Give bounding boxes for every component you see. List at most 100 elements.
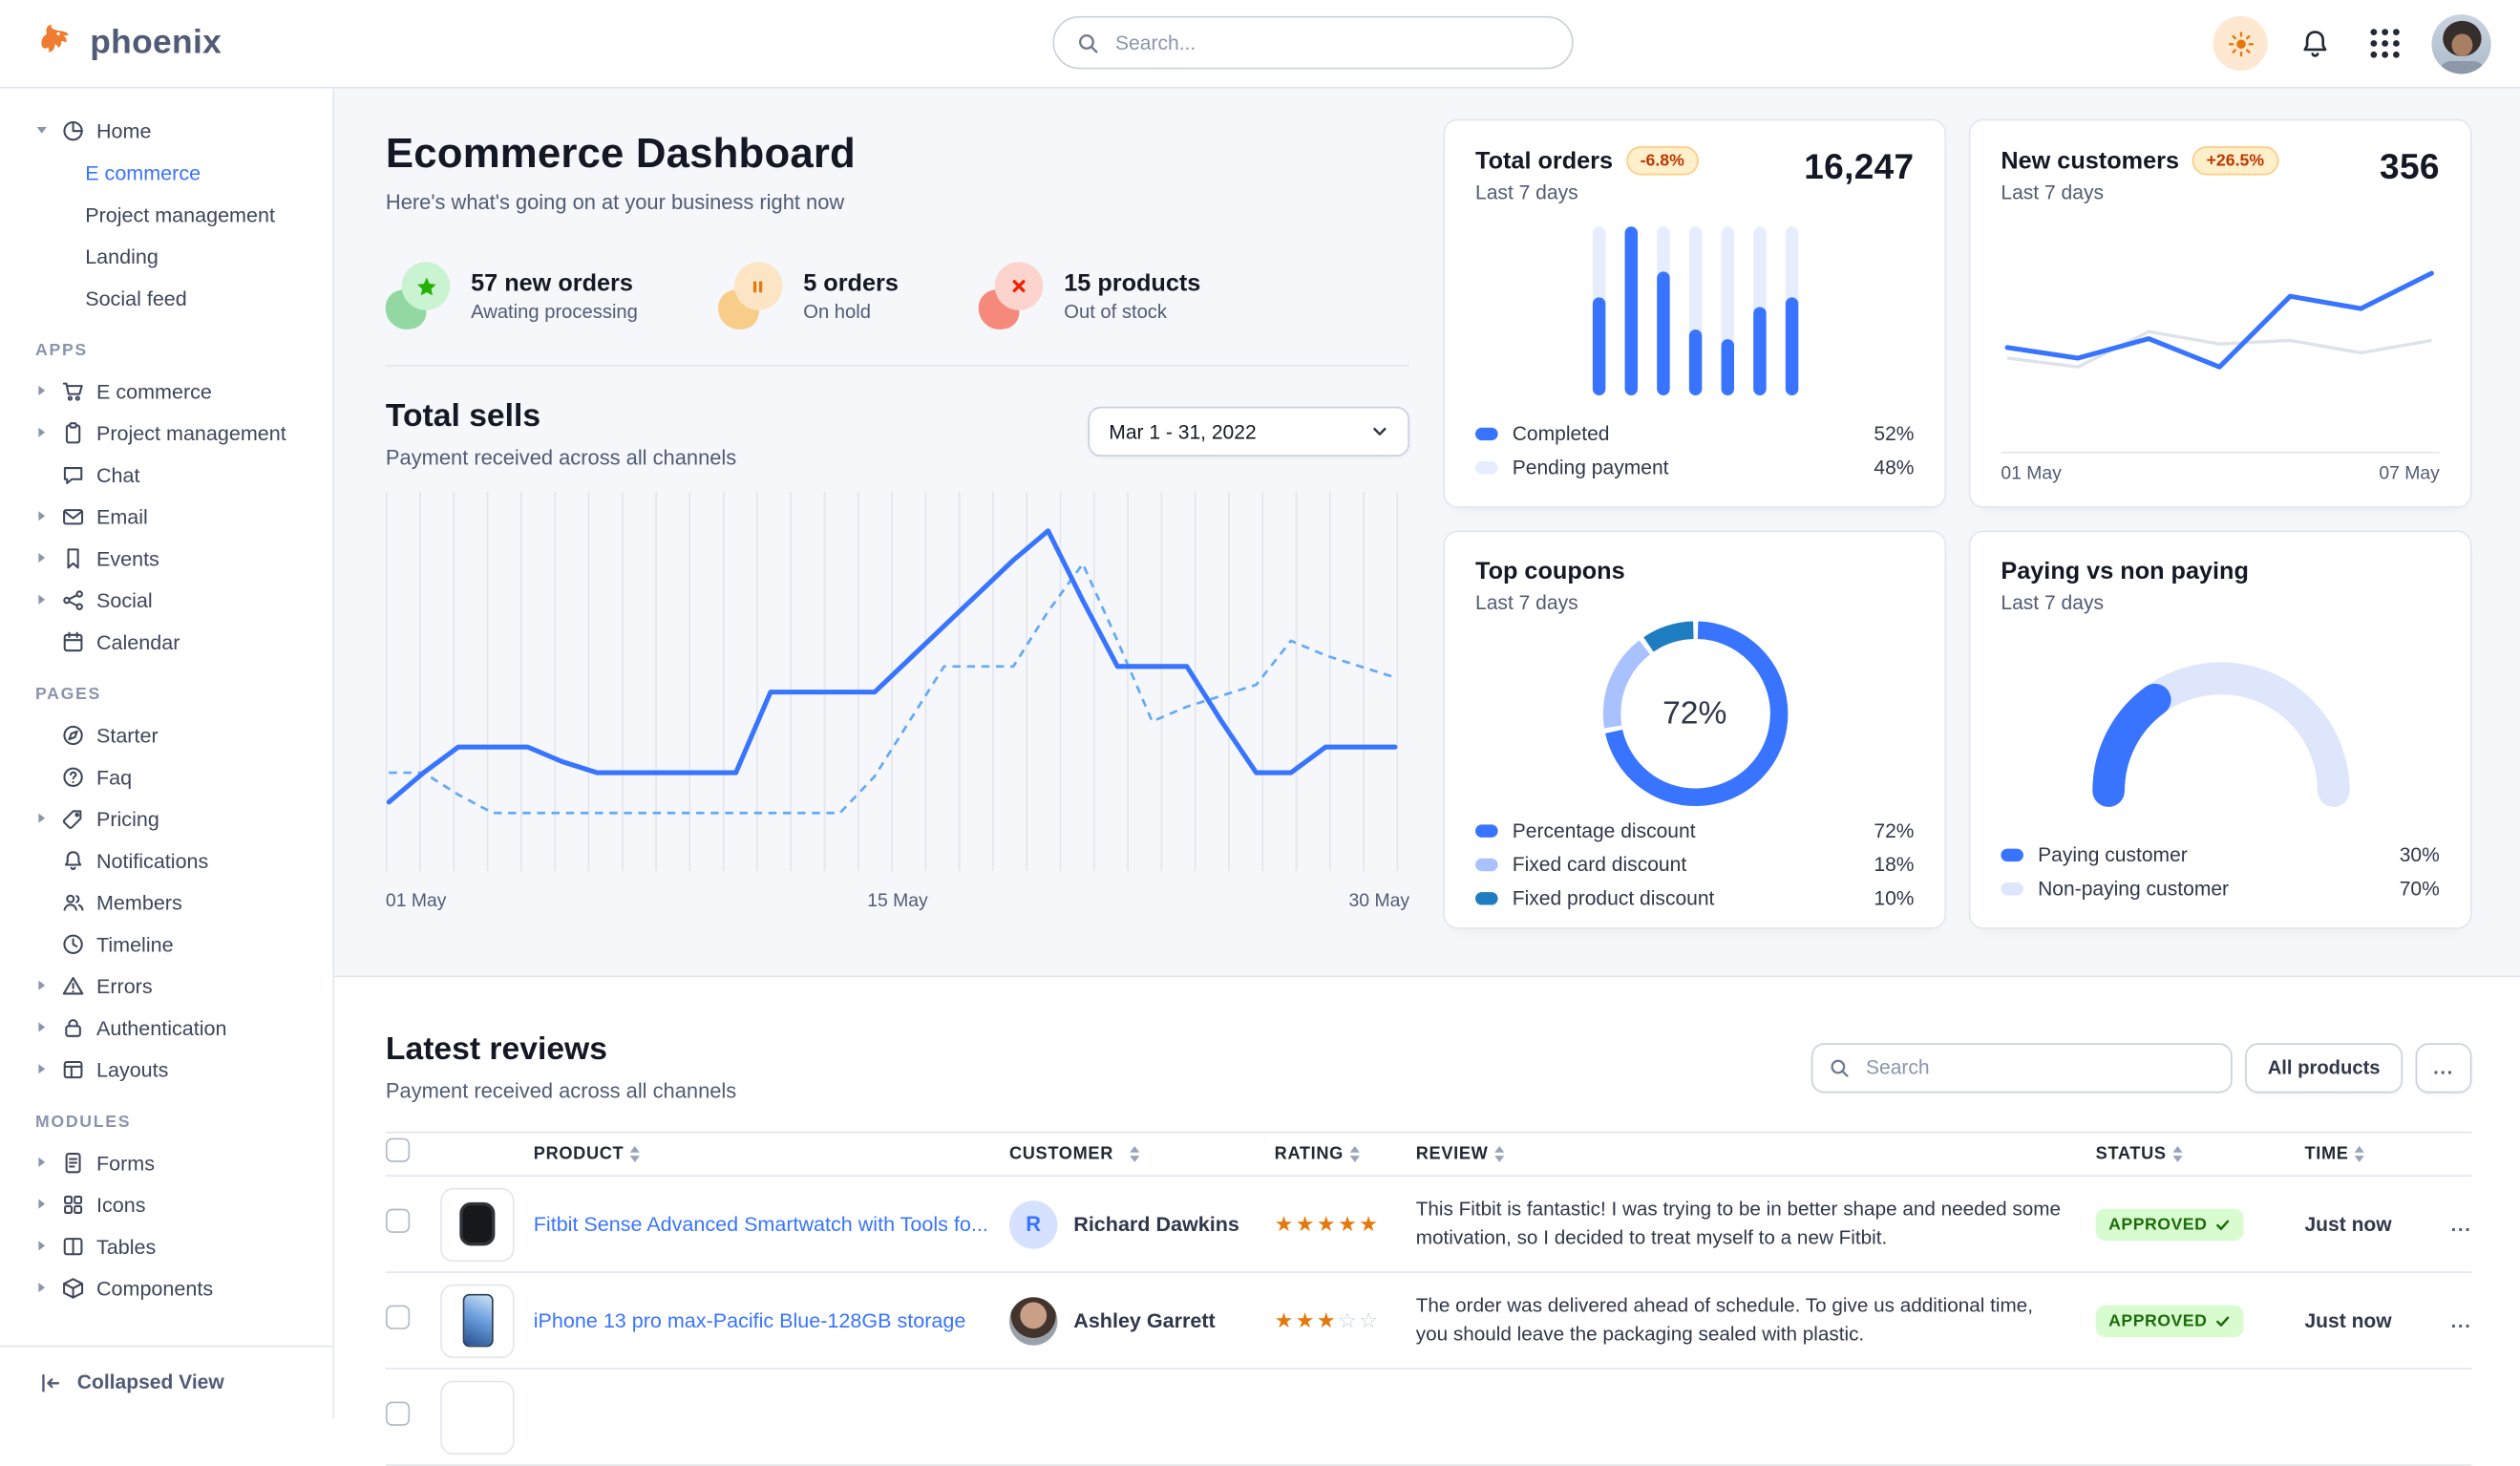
sidebar-item-components[interactable]: Components [35, 1266, 317, 1308]
theme-toggle-button[interactable] [2213, 15, 2268, 72]
tag-icon [59, 805, 85, 831]
collapse-icon [38, 1370, 62, 1394]
sidebar-item-chat[interactable]: Chat [35, 454, 317, 496]
sidebar-item-label: Members [95, 889, 182, 914]
product-link[interactable]: Fitbit Sense Advanced Smartwatch with To… [533, 1212, 988, 1237]
product-thumbnail[interactable] [440, 1186, 515, 1262]
legend-item-percentage-discount: Percentage discount 72% [1475, 814, 1915, 847]
legend-value: 30% [2399, 842, 2440, 866]
sidebar-item-social[interactable]: Social [35, 579, 317, 621]
brand[interactable]: phoenix [0, 18, 421, 68]
caret-right-icon [35, 1022, 48, 1032]
sidebar-item-faq[interactable]: Faq [35, 755, 317, 797]
total-sells-title: Total sells [385, 398, 541, 435]
sidebar-item-email[interactable]: Email [35, 495, 317, 537]
row-checkbox[interactable] [385, 1304, 411, 1329]
sidebar-item-label: Timeline [95, 931, 174, 956]
page-title: Ecommerce Dashboard [385, 128, 856, 178]
card-period: Last 7 days [1475, 181, 1578, 204]
sidebar-item-project-management[interactable]: Project management [85, 202, 275, 226]
card-period: Last 7 days [2001, 181, 2104, 204]
column-header-product[interactable]: PRODUCT [534, 1144, 1009, 1164]
x-tick: 01 May [385, 892, 447, 912]
sidebar-item-authentication[interactable]: Authentication [35, 1007, 317, 1049]
row-more-button[interactable]: ... [2450, 1212, 2472, 1236]
review-table-row: iPhone 13 pro max-Pacific Blue-128GB sto… [385, 1273, 2472, 1370]
user-avatar[interactable] [2431, 13, 2491, 74]
column-header-rating[interactable]: RATING [1275, 1144, 1416, 1164]
reviews-search-input[interactable] [1862, 1054, 2215, 1081]
top-navbar: phoenix [0, 0, 2520, 89]
caret-right-icon [35, 1241, 48, 1251]
legend-item-completed: Completed 52% [1475, 416, 1915, 450]
reviews-search[interactable] [1811, 1042, 2233, 1093]
collapse-label: Collapsed View [76, 1370, 224, 1394]
column-header-review[interactable]: REVIEW [1416, 1144, 2096, 1164]
caret-right-icon [35, 980, 48, 990]
all-products-button[interactable]: All products [2245, 1042, 2404, 1093]
sidebar-item-e-commerce[interactable]: E commerce [35, 370, 317, 412]
sidebar-item-notifications[interactable]: Notifications [35, 839, 317, 882]
sidebar-item-label: Calendar [95, 628, 180, 654]
stat-awating-processing: 57 new orders Awating processing [383, 262, 638, 332]
sidebar-item-layouts[interactable]: Layouts [35, 1048, 317, 1090]
product-link[interactable]: iPhone 13 pro max-Pacific Blue-128GB sto… [533, 1307, 966, 1333]
sidebar-item-members[interactable]: Members [35, 881, 317, 923]
row-checkbox[interactable] [385, 1207, 411, 1233]
row-checkbox[interactable] [385, 1400, 411, 1426]
sidebar-item-label: Icons [95, 1191, 146, 1217]
sidebar-section-label-pages: PAGES [35, 684, 102, 705]
sidebar-item-social-feed[interactable]: Social feed [85, 285, 187, 309]
legend-value: 70% [2399, 877, 2440, 900]
sidebar-item-e-commerce[interactable]: E commerce [85, 159, 201, 184]
sidebar-item-home[interactable]: Home [35, 109, 317, 151]
row-more-button[interactable]: ... [2450, 1308, 2472, 1332]
caret-right-icon [35, 813, 48, 823]
reviews-more-button[interactable]: ... [2415, 1042, 2472, 1093]
sidebar-item-landing[interactable]: Landing [85, 243, 159, 268]
sidebar-item-label: Events [95, 545, 159, 570]
caret-right-icon [35, 427, 48, 437]
reviews-subtitle: Payment received across all channels [385, 1078, 737, 1103]
sidebar-item-pricing[interactable]: Pricing [35, 797, 317, 839]
search-icon [1077, 32, 1100, 54]
sidebar-item-starter[interactable]: Starter [35, 713, 317, 755]
caret-right-icon [35, 1283, 48, 1293]
column-header-customer[interactable]: CUSTOMER [1009, 1144, 1275, 1164]
column-header-time[interactable]: TIME [2304, 1144, 2433, 1164]
sidebar-section-label-apps: APPS [35, 340, 88, 361]
x-icon [976, 262, 1044, 332]
sidebar-item-forms[interactable]: Forms [35, 1141, 317, 1183]
sidebar-item-events[interactable]: Events [35, 537, 317, 579]
search-input[interactable] [1112, 30, 1550, 56]
sidebar-item-calendar[interactable]: Calendar [35, 621, 317, 663]
global-search[interactable] [1052, 15, 1574, 70]
users-icon [59, 889, 85, 915]
review-time: Just now [2304, 1212, 2392, 1236]
notifications-button[interactable] [2290, 16, 2338, 71]
sidebar-item-label: Home [95, 117, 152, 142]
select-all-checkbox[interactable] [385, 1137, 411, 1162]
chevron-down-icon [1371, 423, 1389, 441]
navbar-actions [2213, 0, 2491, 87]
order-bar [1688, 225, 1702, 395]
sidebar-item-icons[interactable]: Icons [35, 1183, 317, 1225]
sidebar-item-project-management[interactable]: Project management [35, 412, 317, 454]
sidebar-item-timeline[interactable]: Timeline [35, 923, 317, 965]
donut [1601, 621, 1788, 807]
column-header-status[interactable]: STATUS [2096, 1144, 2305, 1164]
collapse-sidebar-button[interactable]: Collapsed View [0, 1345, 333, 1418]
date-range-select[interactable]: Mar 1 - 31, 2022 [1088, 406, 1410, 457]
kpi-cards: Total orders -6.8% Last 7 days 16,247 Co… [1443, 118, 2472, 976]
legend-swatch [2001, 847, 2023, 861]
caret-right-icon [35, 1064, 48, 1074]
apps-menu-button[interactable] [2361, 16, 2408, 71]
sidebar-item-tables[interactable]: Tables [35, 1224, 317, 1266]
compass-icon [59, 722, 85, 748]
product-thumbnail[interactable] [440, 1379, 515, 1455]
customer-name: Ashley Garrett [1073, 1307, 1216, 1333]
top-coupons-card: Top coupons Last 7 days 72% Percentage d… [1443, 530, 1947, 929]
product-thumbnail[interactable] [440, 1283, 515, 1358]
sidebar-item-errors[interactable]: Errors [35, 965, 317, 1007]
donut-segment-1 [1601, 621, 1788, 807]
